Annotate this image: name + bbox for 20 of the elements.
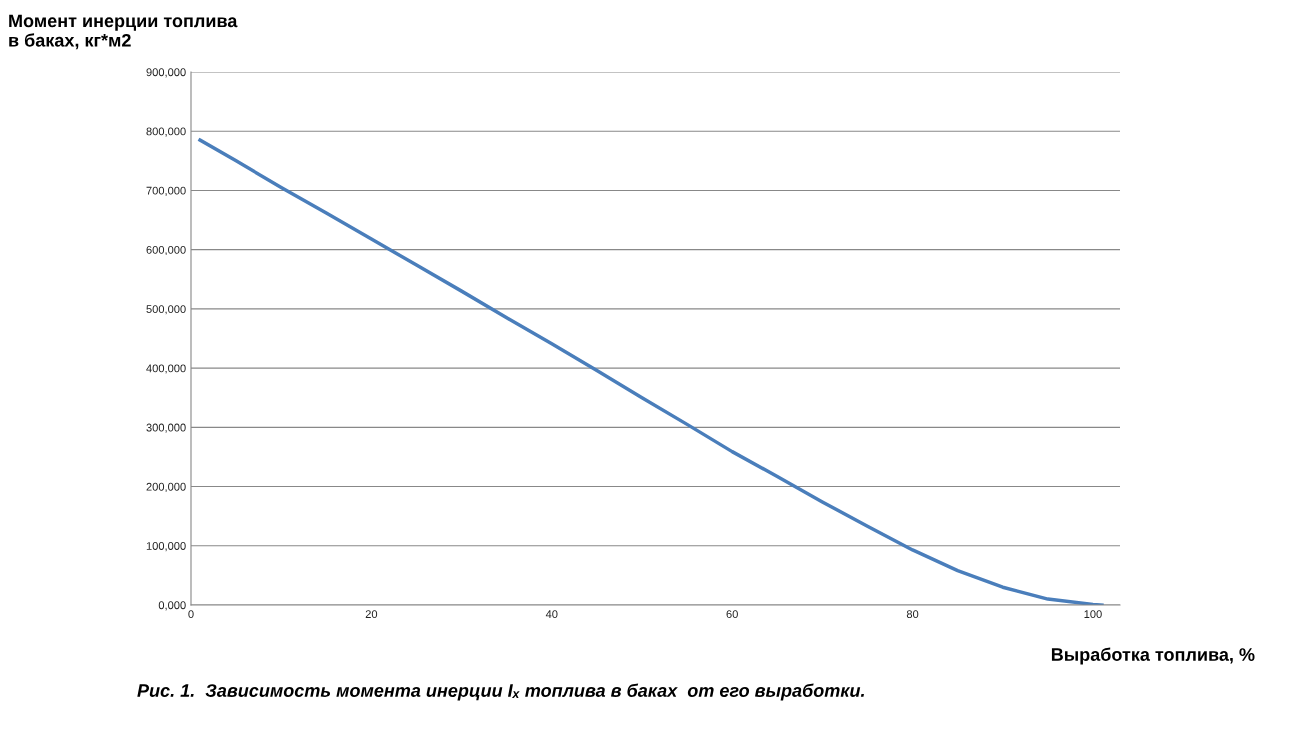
y-tick-label: 500,000 xyxy=(146,305,186,315)
y-tick-label: 600,000 xyxy=(146,245,186,256)
y-tick-label: 400,000 xyxy=(146,364,186,374)
x-tick-label: 20 xyxy=(365,610,378,619)
x-tick-label: 100 xyxy=(1084,610,1102,619)
y-tick-label: 300,000 xyxy=(146,423,186,433)
y-tick-label: 0,000 xyxy=(158,601,186,611)
text: Рис. 1. Зависимость момента инерции Iₓ топлива в баках от его выработки. xyxy=(137,683,864,701)
x-tick-label: 80 xyxy=(906,610,919,619)
y-tick-label: 800,000 xyxy=(146,127,186,137)
y-tick-label: 200,000 xyxy=(146,482,186,492)
x-tick-label: 40 xyxy=(545,610,558,619)
y-tick-label: 100,000 xyxy=(146,542,186,552)
y-tick-label: 900,000 xyxy=(146,68,186,78)
x-axis-title: Выработка топлива, % xyxy=(1051,647,1255,665)
line-series xyxy=(198,138,1104,605)
y-tick-label: 700,000 xyxy=(146,186,186,196)
x-tick-label: 60 xyxy=(726,610,738,619)
y-axis-title: Момент инерции топлива в баках, кг*м2 xyxy=(9,14,238,50)
x-tick-label: 0 xyxy=(188,610,194,619)
